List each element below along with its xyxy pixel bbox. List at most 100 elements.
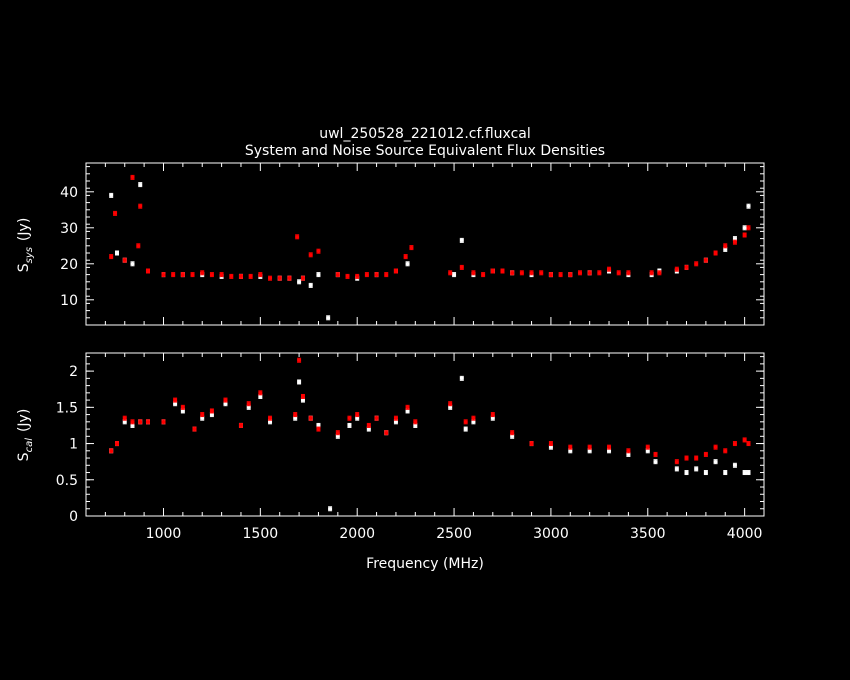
data-point	[145, 268, 150, 274]
data-point	[268, 275, 273, 281]
data-point	[481, 272, 486, 278]
panel-sys: 10 20 30 40	[60, 162, 765, 326]
chart-title: uwl_250528_221012.cf.fluxcal	[319, 126, 531, 142]
data-point	[374, 415, 379, 421]
data-point	[490, 268, 495, 274]
y-tick-label: 0.5	[56, 473, 78, 489]
x-tick-label: 2500	[436, 526, 472, 542]
data-point	[113, 210, 118, 216]
data-point	[300, 275, 305, 281]
data-point	[694, 466, 699, 472]
y-tick-label: 2	[69, 364, 78, 380]
y-tick-label: 20	[60, 257, 78, 273]
data-point	[463, 426, 468, 432]
data-point	[587, 270, 592, 276]
data-point	[173, 397, 178, 403]
data-point	[405, 404, 410, 410]
data-point	[653, 459, 658, 465]
data-point	[238, 422, 243, 428]
data-point	[746, 470, 751, 476]
y-label-sub: cal	[24, 438, 35, 453]
data-point	[393, 268, 398, 274]
data-point	[122, 257, 127, 263]
data-point	[171, 272, 176, 278]
data-point	[607, 266, 612, 272]
x-tick-label: 1000	[146, 526, 182, 542]
data-point	[300, 393, 305, 399]
data-point	[295, 234, 300, 240]
data-point	[568, 444, 573, 450]
data-point	[248, 273, 253, 279]
data-point	[192, 426, 197, 432]
data-point	[510, 270, 515, 276]
x-axis-label: Frequency (MHz)	[366, 556, 484, 572]
data-point	[452, 272, 457, 278]
data-point	[277, 275, 282, 281]
data-point	[114, 441, 119, 447]
data-point	[742, 232, 747, 238]
data-point	[335, 272, 340, 278]
data-point	[355, 412, 360, 418]
data-point	[316, 272, 321, 278]
data-point	[326, 315, 331, 321]
data-point	[219, 272, 224, 278]
y-label-unit: (Jy)	[16, 218, 32, 241]
data-point	[138, 203, 143, 209]
data-point	[490, 412, 495, 418]
data-point	[519, 270, 524, 276]
data-point	[297, 279, 302, 285]
data-point	[694, 455, 699, 461]
y-tick-label: 1.5	[56, 400, 78, 416]
data-point	[448, 270, 453, 276]
svg-text:Scal(Jy): Scal (Jy)	[16, 409, 35, 462]
data-point	[316, 248, 321, 254]
data-point	[393, 415, 398, 421]
data-point	[653, 451, 658, 457]
y-axis-label-cal: Scal (Jy)	[16, 409, 35, 462]
data-point	[742, 437, 747, 443]
data-point	[130, 419, 135, 425]
data-point	[732, 239, 737, 245]
data-point	[409, 245, 414, 251]
data-point	[548, 441, 553, 447]
data-point	[258, 390, 263, 396]
data-point	[703, 451, 708, 457]
data-point	[713, 444, 718, 450]
data-point	[405, 261, 410, 267]
data-point	[626, 270, 631, 276]
chart-subtitle: System and Noise Source Equivalent Flux …	[245, 143, 605, 159]
data-point	[607, 444, 612, 450]
data-point	[723, 470, 728, 476]
data-point	[713, 250, 718, 256]
data-point	[308, 282, 313, 288]
data-point	[626, 448, 631, 454]
data-point	[723, 448, 728, 454]
data-point	[459, 375, 464, 381]
data-point	[209, 272, 214, 278]
data-point	[190, 272, 195, 278]
data-point	[136, 243, 141, 249]
data-point	[529, 441, 534, 447]
data-point	[459, 264, 464, 270]
data-point	[161, 419, 166, 425]
data-point	[122, 415, 127, 421]
plot-frame	[85, 162, 765, 326]
data-point	[109, 448, 114, 454]
data-point	[548, 272, 553, 278]
data-point	[448, 401, 453, 407]
y-label-main: S	[16, 263, 32, 272]
data-point	[732, 441, 737, 447]
data-point	[742, 470, 747, 476]
plot-frame	[85, 352, 765, 517]
y-tick-label: 40	[60, 185, 78, 201]
data-point	[684, 455, 689, 461]
x-tick-label: 4000	[727, 526, 763, 542]
x-tick-label: 1500	[243, 526, 279, 542]
data-point	[335, 430, 340, 436]
y-label-main: S	[16, 452, 32, 461]
data-point	[746, 225, 751, 231]
data-point	[287, 275, 292, 281]
data-point	[616, 270, 621, 276]
data-point	[403, 254, 408, 260]
